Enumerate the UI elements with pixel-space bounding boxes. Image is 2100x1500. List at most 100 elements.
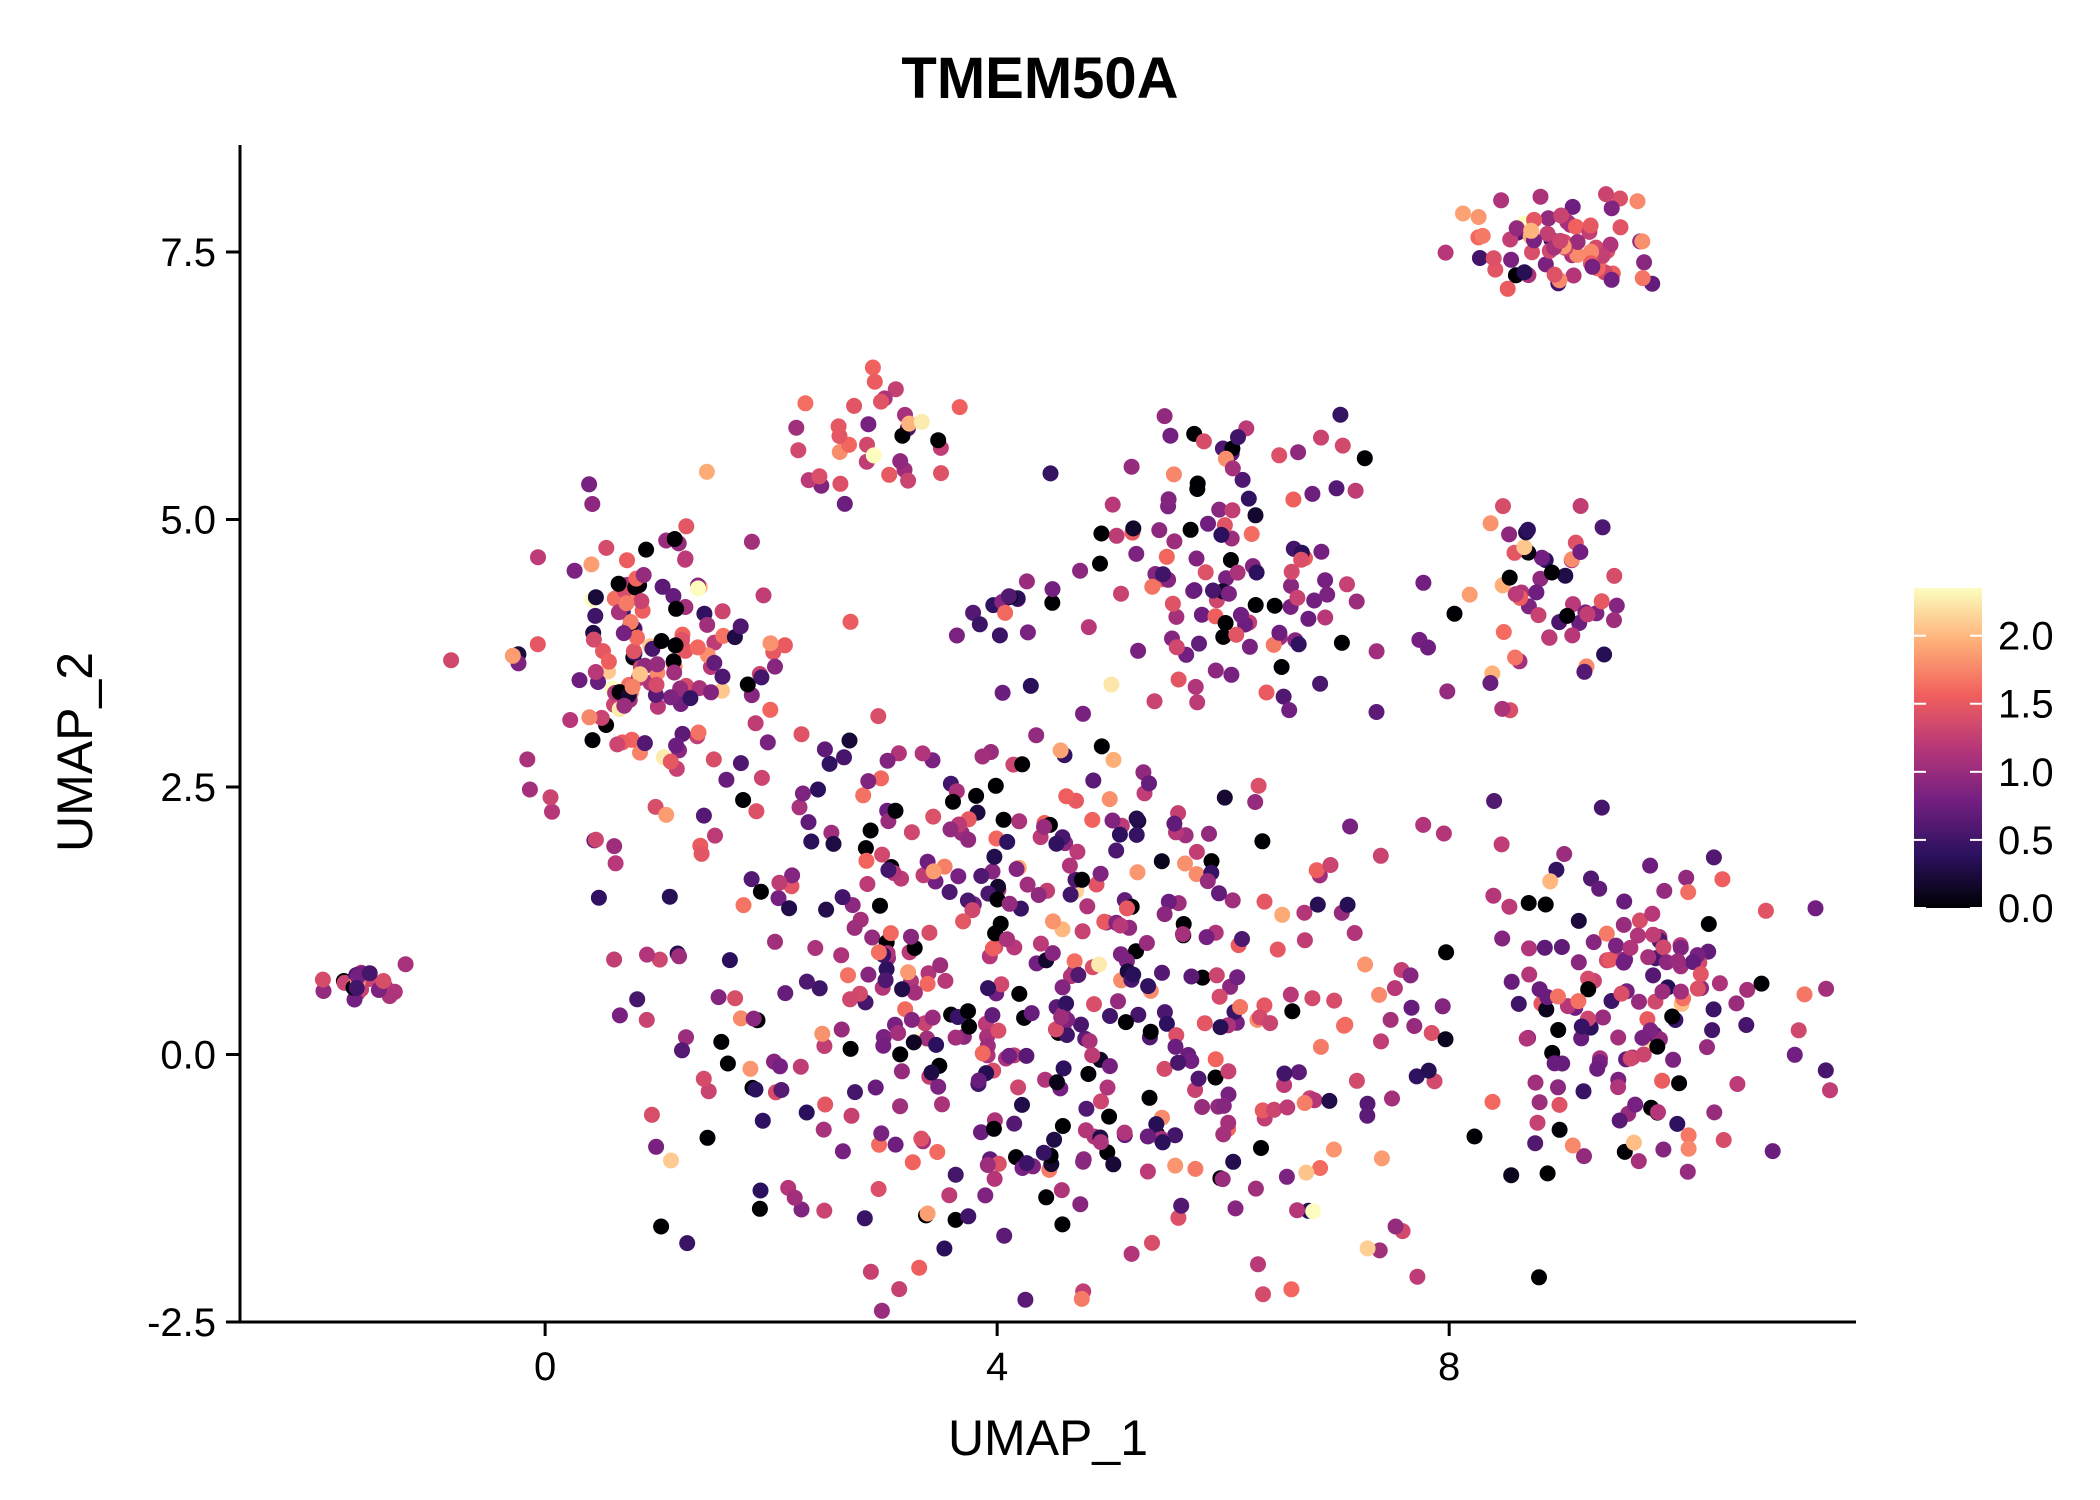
data-point (860, 416, 877, 433)
data-point (1227, 1200, 1244, 1217)
data-point (1484, 1093, 1501, 1110)
data-point (667, 637, 684, 654)
data-point (1532, 188, 1549, 205)
data-point (1216, 789, 1233, 806)
data-point (929, 1144, 946, 1160)
data-point (1610, 1029, 1627, 1046)
data-point (932, 957, 949, 974)
data-point (1572, 544, 1589, 560)
data-point (945, 793, 961, 810)
data-point (1203, 853, 1220, 870)
data-point (1018, 1047, 1035, 1064)
data-point (873, 770, 889, 787)
data-point (1711, 975, 1728, 992)
data-point (925, 863, 942, 880)
data-point (1158, 1015, 1175, 1032)
data-point (1790, 1022, 1807, 1039)
data-point (941, 1187, 958, 1204)
data-point (833, 947, 850, 964)
data-point (1461, 586, 1478, 603)
data-point (1306, 592, 1323, 609)
data-point (747, 1081, 764, 1098)
data-point (661, 888, 678, 905)
data-point (1415, 816, 1432, 833)
x-axis-label: UMAP_1 (948, 1410, 1148, 1466)
data-point (904, 1154, 921, 1171)
data-point (1636, 254, 1653, 271)
data-point (842, 1040, 859, 1057)
data-point (1038, 1189, 1055, 1206)
data-point (1151, 522, 1168, 539)
data-point (1317, 609, 1334, 626)
data-point (934, 1096, 950, 1113)
data-point (847, 1084, 863, 1101)
data-point (1342, 818, 1359, 835)
data-point (1266, 1101, 1282, 1118)
data-point (1052, 742, 1069, 759)
data-point (1104, 496, 1121, 513)
data-point (1322, 857, 1339, 873)
data-point (1256, 893, 1273, 910)
data-point (1054, 1216, 1071, 1233)
color-legend: 0.0 0.5 1.0 1.5 2.0 (1914, 588, 2054, 931)
data-point (1613, 985, 1630, 1002)
data-point (1215, 1097, 1232, 1114)
data-point (1170, 1054, 1187, 1071)
data-point (1037, 1071, 1054, 1088)
data-point (1300, 610, 1317, 627)
data-point (786, 1189, 803, 1206)
data-point (841, 732, 858, 749)
data-point (1182, 521, 1199, 538)
data-point (793, 726, 810, 743)
data-point (1290, 636, 1307, 653)
data-point (714, 603, 731, 620)
data-point (1371, 986, 1388, 1003)
data-point (872, 897, 888, 914)
data-point (1093, 1093, 1109, 1110)
data-point (894, 427, 911, 444)
data-point (1108, 527, 1125, 544)
data-point (1764, 1143, 1781, 1160)
data-point (1128, 826, 1145, 843)
data-point (1070, 967, 1087, 983)
data-point (772, 1058, 788, 1075)
data-point (1530, 607, 1547, 624)
data-point (1528, 584, 1545, 601)
y-ticks: -2.5 0.0 2.5 5.0 7.5 (147, 231, 240, 1345)
data-point (1570, 993, 1587, 1010)
colorbar-tick-label: 0.5 (1998, 819, 2054, 863)
data-point (870, 944, 887, 961)
data-point (936, 1240, 953, 1257)
data-point (767, 658, 783, 675)
data-point (1434, 998, 1451, 1015)
data-point (984, 1007, 1001, 1024)
data-point (715, 627, 732, 644)
data-point (989, 891, 1006, 908)
data-point (1672, 939, 1689, 956)
data-point (862, 1263, 879, 1280)
data-point (1348, 1072, 1365, 1089)
data-point (607, 855, 624, 872)
data-point (1312, 675, 1329, 692)
data-point (1054, 1118, 1071, 1134)
data-point (880, 862, 897, 878)
data-point (1640, 949, 1657, 966)
data-point (860, 966, 877, 983)
data-point (1141, 775, 1157, 792)
data-point (1495, 624, 1512, 640)
y-tick-label: -2.5 (147, 1301, 216, 1345)
data-point (1538, 1001, 1555, 1018)
data-point (960, 1208, 977, 1225)
data-point (1154, 964, 1170, 981)
data-point (800, 814, 817, 831)
data-point (1234, 471, 1251, 488)
data-point (947, 1029, 964, 1046)
data-point (1017, 1291, 1034, 1308)
data-point (1685, 954, 1701, 970)
data-point (1212, 1019, 1229, 1036)
data-point (1807, 900, 1824, 917)
data-point (1142, 1023, 1159, 1040)
data-point (1629, 927, 1646, 944)
data-point (1570, 912, 1587, 929)
data-point (1527, 1135, 1544, 1152)
